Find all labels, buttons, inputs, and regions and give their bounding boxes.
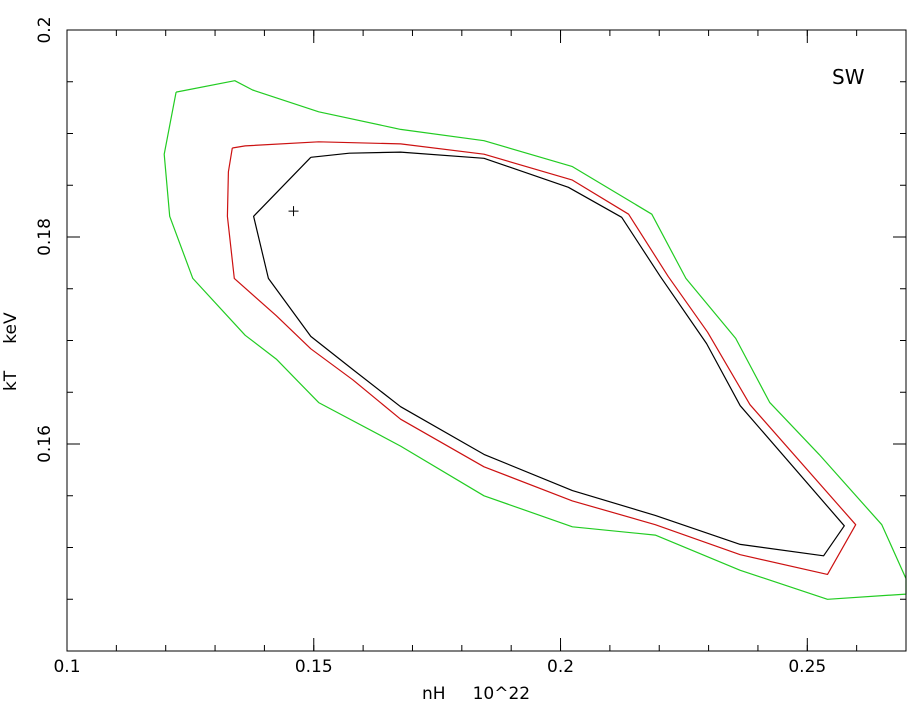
- x-tick-label: 0.15: [295, 657, 333, 677]
- x-tick-label: 0.25: [788, 657, 826, 677]
- x-tick-label: 0.2: [547, 657, 574, 677]
- axes: 0.1 0.15 0.2 0.25 0.16 0.18 0.2: [35, 16, 907, 677]
- contour-line-1: [253, 151, 845, 557]
- plot-area: [163, 80, 907, 600]
- contour-line-3: [163, 80, 907, 600]
- x-axis-label: nH 10^22: [422, 684, 530, 703]
- y-tick-label: 0.18: [35, 218, 55, 256]
- best-fit-marker: [288, 206, 299, 217]
- y-axis-label: kT keV: [1, 312, 21, 391]
- chart-annotation: SW: [832, 65, 865, 89]
- contour-line-2: [226, 141, 857, 576]
- x-tick-label: 0.1: [53, 657, 80, 677]
- y-tick-label: 0.16: [35, 425, 55, 463]
- y-tick-label: 0.2: [35, 16, 55, 43]
- plot-frame: [66, 29, 907, 652]
